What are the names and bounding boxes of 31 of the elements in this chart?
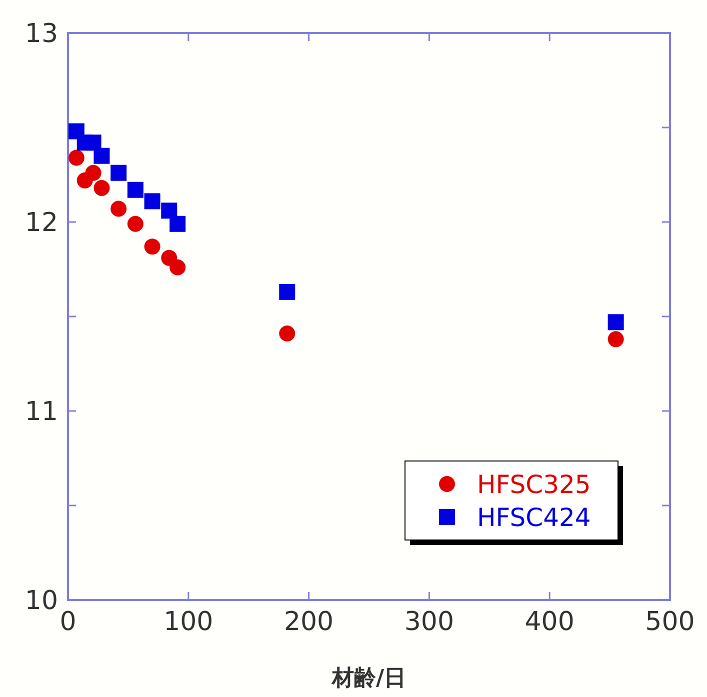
point — [144, 238, 160, 255]
x-tick-label: 400 — [524, 607, 574, 637]
point — [85, 164, 102, 181]
point — [85, 134, 102, 151]
point — [110, 200, 127, 217]
x-tick-label: 200 — [284, 607, 334, 637]
y-tick-label: 11 — [24, 397, 58, 428]
point — [127, 216, 144, 232]
point — [170, 259, 186, 276]
legend-label: HFSC325 — [477, 470, 591, 499]
point — [68, 150, 84, 166]
x-tick-label: 100 — [164, 607, 214, 637]
x-axis-title: 材齢/日 — [330, 666, 406, 691]
point — [94, 148, 110, 164]
point — [608, 331, 624, 348]
point — [279, 284, 296, 300]
point — [144, 193, 160, 210]
point — [110, 164, 127, 181]
legend-label: HFSC424 — [477, 502, 591, 532]
point — [170, 216, 186, 232]
y-tick-label: 10 — [24, 586, 58, 616]
y-tick-label: 13 — [24, 19, 58, 50]
point — [94, 180, 110, 196]
x-tick-label: 0 — [60, 607, 76, 637]
point — [127, 182, 144, 198]
point — [161, 202, 178, 219]
point — [608, 314, 624, 330]
point — [279, 326, 296, 342]
x-tick-label: 300 — [404, 607, 454, 637]
y-tick-label: 12 — [24, 208, 58, 238]
x-tick-label: 500 — [645, 607, 695, 637]
